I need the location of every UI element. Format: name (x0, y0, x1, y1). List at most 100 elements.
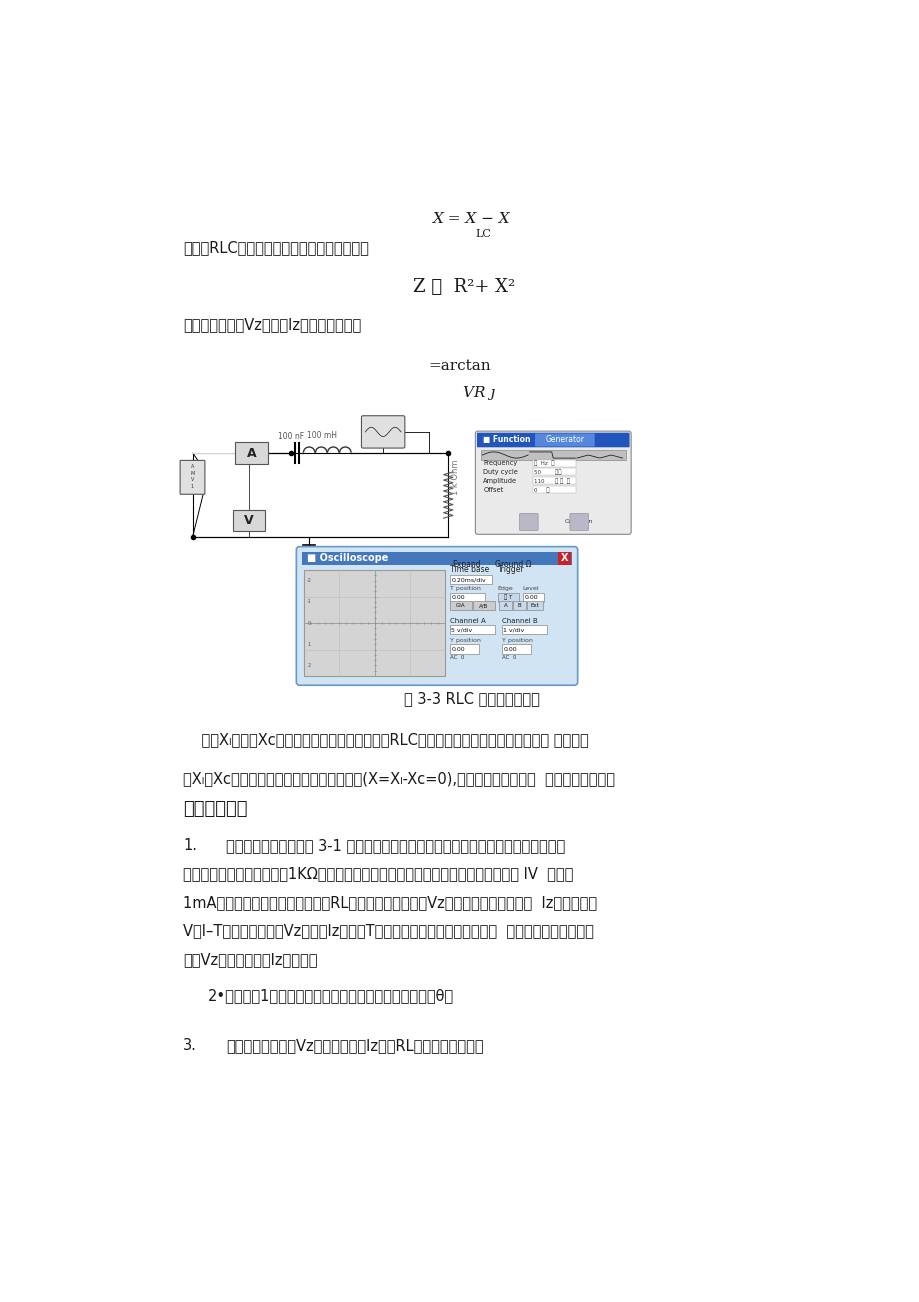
Text: ■ Oscilloscope: ■ Oscilloscope (307, 553, 388, 564)
Text: X: X (560, 553, 567, 564)
Text: Ground Ω: Ground Ω (494, 560, 531, 569)
Text: Common: Common (563, 519, 592, 525)
Text: Offset: Offset (482, 487, 503, 493)
Text: LC: LC (475, 229, 491, 238)
Bar (513, 602, 525, 609)
Text: Ext: Ext (530, 603, 539, 608)
Text: B: B (517, 603, 521, 608)
Bar (522, 592, 543, 602)
Bar (501, 625, 546, 634)
Bar (301, 552, 572, 565)
Text: T position: T position (449, 586, 480, 591)
Text: AC  0: AC 0 (501, 655, 516, 660)
Text: Level: Level (522, 586, 539, 591)
Text: A/B: A/B (479, 603, 488, 608)
Text: 110      华 了  号: 110 华 了 号 (534, 478, 570, 484)
Bar (449, 592, 484, 602)
Text: 0: 0 (307, 621, 310, 625)
Text: A: A (190, 464, 194, 469)
FancyBboxPatch shape (361, 415, 404, 448)
Text: 在电子平台上建立如图 3-1 所示的实验电路，一起按图设置。单击仿真电源开关，激: 在电子平台上建立如图 3-1 所示的实验电路，一起按图设置。单击仿真电源开关，激 (225, 838, 564, 853)
FancyBboxPatch shape (296, 547, 577, 685)
Text: 活电路进行动态分析。因为1KΩ电阻两端的电子与电力六成正比，在示波器的纵轴上 IV  相当于: 活电路进行动态分析。因为1KΩ电阻两端的电子与电力六成正比，在示波器的纵轴上 I… (183, 867, 573, 881)
Text: Edge: Edge (497, 586, 513, 591)
FancyBboxPatch shape (519, 513, 538, 530)
Bar (449, 625, 494, 634)
Text: 50        自脱: 50 自脱 (534, 470, 562, 475)
Text: ■ Function: ■ Function (482, 435, 530, 444)
Text: V: V (244, 514, 254, 527)
Bar (501, 644, 530, 654)
FancyBboxPatch shape (535, 434, 594, 447)
Text: 1 k Ohm: 1 k Ohm (451, 460, 460, 495)
Text: Channel A: Channel A (449, 617, 485, 624)
Text: Time base: Time base (449, 565, 489, 574)
Text: 效値Vz和电流有效値Iz的读书。: 效値Vz和电流有效値Iz的读书。 (183, 952, 317, 967)
Text: M: M (190, 470, 195, 475)
Text: 1: 1 (307, 642, 310, 647)
Bar (533, 460, 575, 466)
Bar (557, 552, 570, 565)
Text: Channel B: Channel B (501, 617, 537, 624)
Bar (533, 469, 575, 475)
Text: 0     付: 0 付 (534, 487, 550, 493)
Text: 1.: 1. (183, 838, 197, 853)
Text: Generator: Generator (545, 435, 584, 444)
Text: 得Xₗ与Xc相等。在这个频率上，总电抗为零(X=Xₗ-Xc=0),电路阻抗为电阻性，  而且达到最小値。: 得Xₗ与Xc相等。在这个频率上，总电抗为零(X=Xₗ-Xc=0),电路阻抗为电阻… (183, 771, 615, 786)
Text: 1 v/div: 1 v/div (503, 628, 524, 633)
Text: Expand: Expand (452, 560, 481, 569)
Bar (481, 449, 625, 461)
Text: 图 3-3 RLC 串联电路的阻抗: 图 3-3 RLC 串联电路的阻抗 (403, 691, 539, 706)
Bar (449, 575, 492, 585)
Text: 0.20ms/div: 0.20ms/div (451, 577, 485, 582)
Bar (449, 602, 471, 609)
Text: 频  Hz  自: 频 Hz 自 (534, 461, 554, 466)
Text: X = X − X: X = X − X (432, 211, 510, 225)
Text: =arctan: =arctan (428, 359, 491, 374)
Text: V: V (190, 477, 194, 482)
Text: GIA: GIA (455, 603, 465, 608)
Bar (533, 478, 575, 484)
FancyBboxPatch shape (476, 432, 629, 448)
Text: AC  0: AC 0 (449, 655, 464, 660)
Text: Z 八  R²+ X²: Z 八 R²+ X² (413, 279, 515, 297)
Text: V，I–T坐标上作出电压Vz和电流Iz岁时间T变化的曲线图，记录交流电压表  和电流表上交流电压有: V，I–T坐标上作出电压Vz和电流Iz岁时间T变化的曲线图，记录交流电压表 和电… (183, 923, 594, 939)
Text: 感抗Xₗ和容抗Xc是正弦交流电频率的函数。在RLC串联交流电路中，只有一个信号频 率可以使: 感抗Xₗ和容抗Xc是正弦交流电频率的函数。在RLC串联交流电路中，只有一个信号频… (183, 733, 588, 747)
Text: 1: 1 (191, 483, 194, 488)
Text: Y position: Y position (449, 638, 480, 643)
Text: 频 T: 频 T (504, 595, 512, 600)
Bar (449, 644, 479, 654)
Text: 100 nF: 100 nF (278, 432, 303, 441)
Text: 5 v/div: 5 v/div (451, 628, 472, 633)
Text: 2: 2 (307, 663, 310, 668)
Text: Y position: Y position (501, 638, 532, 643)
Bar (533, 486, 575, 493)
Text: A: A (504, 603, 507, 608)
Text: 阻抗两端的电压Vz与电流Iz之间的相位差为: 阻抗两端的电压Vz与电流Iz之间的相位差为 (183, 316, 361, 332)
Bar (497, 592, 518, 602)
Text: VR ȷ: VR ȷ (462, 385, 494, 400)
Text: 0.00: 0.00 (524, 595, 538, 600)
Text: Amplitude: Amplitude (482, 478, 516, 484)
Text: -1: -1 (307, 599, 312, 604)
Bar (304, 570, 445, 676)
Text: Frequency: Frequency (482, 461, 516, 466)
Text: 这样，RLC串联电路的阻抗大小可用下式求出: 这样，RLC串联电路的阻抗大小可用下式求出 (183, 240, 369, 255)
Text: 用交流电压有效値Vz和电流有效値Iz计算RL电路的阻抗大小。: 用交流电压有效値Vz和电流有效値Iz计算RL电路的阻抗大小。 (225, 1038, 482, 1053)
Text: A: A (246, 447, 255, 460)
Bar (472, 602, 494, 609)
Text: 1mA，所以屏幕上红色曲线图代表RL电路阻抗两端的电压Vz，蓝色曲线图代表电流  Iz。在下面的: 1mA，所以屏幕上红色曲线图代表RL电路阻抗两端的电压Vz，蓝色曲线图代表电流 … (183, 894, 596, 910)
Text: Trigger: Trigger (497, 565, 524, 574)
Bar (499, 602, 511, 609)
FancyBboxPatch shape (569, 513, 588, 530)
FancyBboxPatch shape (475, 431, 630, 534)
Text: 0.00: 0.00 (451, 595, 464, 600)
Text: 0.00: 0.00 (451, 647, 464, 651)
Text: 2•根据步骤1中的曲线图，计算电压与电流之间的相位差θ。: 2•根据步骤1中的曲线图，计算电压与电流之间的相位差θ。 (208, 988, 454, 1004)
Bar (527, 602, 542, 609)
Bar (235, 443, 267, 464)
Text: 100 mH: 100 mH (307, 431, 336, 440)
Text: 四、实验步骤: 四、实验步骤 (183, 801, 247, 819)
FancyBboxPatch shape (180, 461, 205, 495)
Text: -2: -2 (307, 578, 312, 583)
